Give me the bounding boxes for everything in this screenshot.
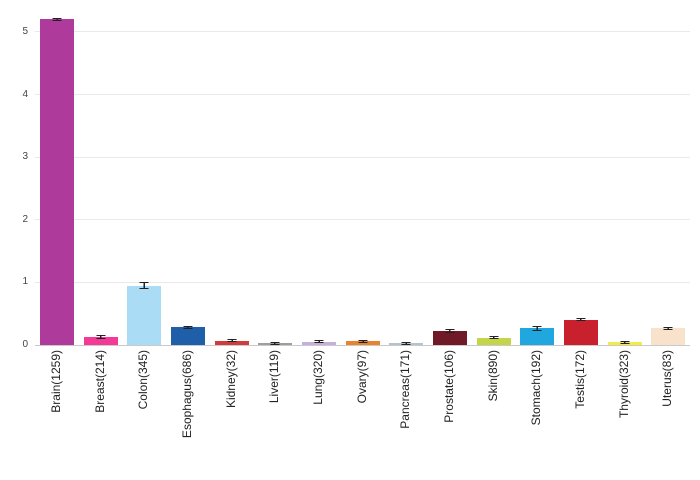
x-axis-tick-label: Colon(345): [136, 350, 151, 410]
gridline: [35, 281, 690, 283]
bar-slot: [122, 10, 166, 345]
x-tick-slot: Prostate(106): [428, 350, 472, 475]
error-bar: [183, 325, 193, 329]
x-axis-tick-label: Lung(320): [310, 350, 325, 405]
error-bar: [227, 339, 237, 343]
bar-slot: [253, 10, 297, 345]
error-bar: [489, 336, 499, 339]
gridline: [35, 94, 690, 96]
x-tick-slot: Breast(214): [79, 350, 123, 475]
x-axis-tick-label: Ovary(97): [354, 350, 369, 404]
bar-prostate[interactable]: [432, 331, 467, 345]
x-axis-tick-label: Brain(1259): [48, 350, 63, 413]
x-tick-slot: Kidney(32): [210, 350, 254, 475]
x-tick-slot: Pancreas(171): [384, 350, 428, 475]
bar-slot: [646, 10, 690, 345]
gridline: [35, 156, 690, 158]
bar-slot: [472, 10, 516, 345]
x-tick-slot: Thyroid(323): [603, 350, 647, 475]
bar-slot: [603, 10, 647, 345]
x-axis-tick-label: Skin(890): [485, 350, 500, 402]
plot-area: [35, 10, 690, 346]
bar-lung[interactable]: [301, 341, 336, 345]
error-bar: [139, 282, 149, 289]
x-tick-slot: Testis(172): [559, 350, 603, 475]
x-axis-tick-label: Liver(119): [267, 350, 282, 404]
x-axis-tick-label: Prostate(106): [441, 350, 456, 423]
error-bar: [620, 340, 630, 344]
bars-container: [35, 10, 690, 345]
x-axis-tick-label: Esophagus(686): [179, 350, 194, 439]
bar-ovary[interactable]: [345, 341, 380, 345]
y-axis-tick-label: 2: [22, 213, 28, 225]
error-bar: [358, 339, 368, 343]
error-bar: [401, 341, 411, 345]
bar-brain[interactable]: [39, 19, 74, 345]
x-tick-slot: Ovary(97): [341, 350, 385, 475]
bar-colon[interactable]: [127, 285, 162, 345]
bar-slot: [166, 10, 210, 345]
x-tick-slot: Brain(1259): [35, 350, 79, 475]
bar-testis[interactable]: [563, 319, 598, 345]
error-bar: [445, 329, 455, 334]
x-axis-tick-label: Testis(172): [573, 350, 587, 409]
y-axis-tick-label: 1: [22, 276, 28, 288]
gridline: [35, 344, 690, 346]
bar-slot: [559, 10, 603, 345]
error-bar: [576, 318, 586, 322]
bar-slot: [79, 10, 123, 345]
bar-slot: [297, 10, 341, 345]
x-axis-tick-label: Thyroid(323): [616, 350, 631, 419]
x-tick-slot: Skin(890): [472, 350, 516, 475]
x-axis-tick-label: Stomach(192): [529, 350, 544, 426]
bar-slot: [341, 10, 385, 345]
y-axis-tick-label: 5: [22, 25, 28, 37]
y-axis-tick-label: 4: [22, 88, 28, 100]
bar-slot: [515, 10, 559, 345]
y-axis-tick-label: 3: [22, 151, 28, 163]
bar-kidney[interactable]: [214, 340, 249, 345]
gridline: [35, 219, 690, 221]
y-axis-tick-label: 0: [22, 339, 28, 350]
gridline: [35, 31, 690, 33]
x-tick-slot: Lung(320): [297, 350, 341, 475]
bar-esophagus[interactable]: [170, 327, 205, 345]
error-bar: [314, 340, 324, 344]
error-bar: [270, 341, 280, 345]
x-axis-tick-label: Kidney(32): [223, 350, 238, 409]
x-tick-slot: Esophagus(686): [166, 350, 210, 475]
bar-uterus[interactable]: [651, 328, 686, 345]
error-bar: [96, 335, 105, 339]
x-tick-slot: Liver(119): [253, 350, 297, 475]
error-bar: [663, 326, 673, 330]
error-bar: [52, 17, 62, 22]
x-axis-tick-label: Breast(214): [92, 350, 107, 413]
bar-slot: [384, 10, 428, 345]
bar-breast[interactable]: [83, 336, 118, 345]
error-bar: [532, 325, 542, 331]
x-axis-tick-label: Uterus(83): [660, 350, 675, 407]
x-axis: Brain(1259) Breast(214) Colon(345) Esophagu…: [35, 350, 690, 475]
x-tick-slot: Colon(345): [122, 350, 166, 475]
x-axis-tick-label: Pancreas(171): [398, 350, 413, 429]
bar-slot: [428, 10, 472, 345]
bar-slot: [210, 10, 254, 345]
bar-stomach[interactable]: [520, 328, 555, 345]
bar-skin[interactable]: [476, 337, 511, 345]
x-tick-slot: Stomach(192): [515, 350, 559, 475]
x-tick-slot: Uterus(83): [646, 350, 690, 475]
bar-slot: [35, 10, 79, 345]
